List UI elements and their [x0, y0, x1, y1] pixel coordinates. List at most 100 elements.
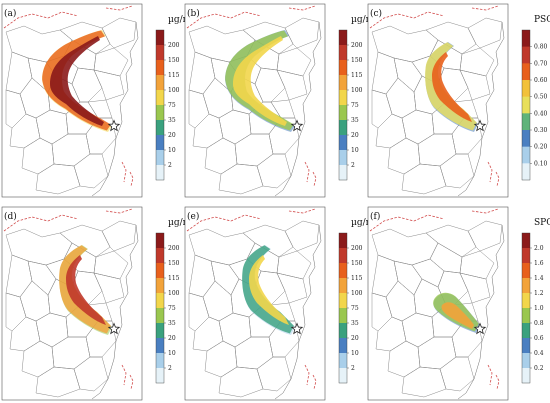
colorbar-tick-label: 200 — [351, 245, 363, 252]
colorbar-segment — [156, 45, 164, 61]
colorbar-segment — [339, 323, 347, 339]
colorbar-segment — [156, 248, 164, 264]
colorbar-segment — [522, 368, 530, 384]
colorbar-segment — [156, 278, 164, 294]
national-border — [369, 11, 445, 29]
panel-label: (b) — [187, 8, 200, 19]
colorbar-segment — [522, 293, 530, 309]
colorbar-segment — [522, 96, 530, 114]
province-boundary — [93, 47, 129, 77]
national-border — [129, 374, 134, 390]
colorbar-title: PSCF — [534, 15, 550, 25]
panel-label: (f) — [370, 211, 380, 222]
colorbar-tick-label: 1.2 — [534, 290, 544, 297]
colorbar-tick-label: 75 — [351, 305, 359, 312]
colorbar-tick-label: 35 — [351, 117, 359, 124]
colorbar-segment — [522, 233, 530, 249]
national-border — [304, 161, 310, 183]
colorbar-segment — [522, 353, 530, 369]
colorbar-segment — [522, 323, 530, 339]
national-border — [312, 171, 317, 187]
national-border — [105, 5, 133, 11]
colorbar-tick-label: 150 — [168, 260, 180, 267]
national-border — [487, 364, 493, 386]
map — [184, 3, 326, 198]
province-boundary — [93, 69, 125, 101]
national-border — [121, 161, 127, 183]
colorbar-tick-label: 115 — [351, 72, 363, 79]
colorbar-segment — [522, 146, 530, 164]
colorbar-segment — [522, 63, 530, 81]
province-boundary — [276, 272, 308, 304]
colorbar-tick-label: 2.0 — [534, 245, 544, 252]
national-border — [288, 208, 316, 214]
colorbar-tick-label: 75 — [351, 102, 359, 109]
colorbar-tick-label: 0.80 — [534, 44, 548, 51]
colorbar-tick-label: 115 — [168, 275, 180, 282]
panel-a: (a)µg/m3200150115100753520102 — [1, 3, 195, 198]
receptor-star-icon — [107, 322, 121, 335]
province-boundary — [467, 17, 503, 49]
map — [367, 3, 509, 198]
national-border — [487, 161, 493, 183]
colorbar-segment — [339, 45, 347, 61]
receptor-star-icon — [290, 322, 304, 335]
province-boundary — [459, 69, 491, 101]
colorbar-tick-label: 75 — [168, 305, 176, 312]
colorbar-segment — [156, 75, 164, 91]
panel-d: (d)µg/m3200150115100753520102 — [1, 206, 195, 401]
colorbar-segment — [339, 120, 347, 136]
national-border — [495, 171, 500, 187]
colorbar-segment — [156, 90, 164, 106]
colorbar-segment — [339, 150, 347, 166]
panel-label: (e) — [187, 211, 199, 222]
colorbar-tick-label: 10 — [168, 147, 176, 154]
colorbar-tick-label: 35 — [168, 117, 176, 124]
colorbar-tick-label: 0.30 — [534, 127, 548, 134]
colorbar-segment — [156, 233, 164, 249]
province-boundary — [93, 250, 129, 280]
colorbar-segment — [156, 105, 164, 121]
coastline — [91, 224, 139, 400]
colorbar-segment — [339, 105, 347, 121]
province-boundary — [284, 220, 320, 252]
colorbar-tick-label: 150 — [351, 260, 363, 267]
colorbar-tick-label: 10 — [168, 350, 176, 357]
colorbar-segment — [156, 60, 164, 76]
colorbar-segment — [339, 30, 347, 46]
colorbar-tick-label: 2 — [168, 162, 172, 169]
colorbar-segment — [522, 163, 530, 181]
receptor-star-icon — [107, 119, 121, 132]
national-border — [495, 374, 500, 390]
colorbar-frame — [521, 29, 531, 181]
panel-label: (d) — [4, 211, 17, 222]
receptor-star-icon — [473, 322, 487, 335]
colorbar-segment — [156, 338, 164, 354]
colorbar-segment — [339, 60, 347, 76]
colorbar-segment — [156, 323, 164, 339]
colorbar-tick-label: 0.8 — [534, 320, 544, 327]
colorbar-segment — [156, 150, 164, 166]
colorbar-segment — [156, 135, 164, 151]
national-border — [121, 364, 127, 386]
source-area-core — [233, 36, 287, 126]
coastline — [457, 224, 505, 400]
colorbar-tick-label: 1.4 — [534, 275, 544, 282]
colorbar-tick-label: 200 — [168, 245, 180, 252]
map — [1, 206, 143, 401]
national-border — [186, 214, 262, 232]
colorbar-segment — [522, 308, 530, 324]
province-boundary — [276, 250, 312, 280]
colorbar-tick-label: 150 — [351, 57, 363, 64]
colorbar-tick-label: 20 — [351, 335, 359, 342]
colorbar-segment — [339, 248, 347, 264]
colorbar-segment — [156, 30, 164, 46]
panel-label: (a) — [4, 8, 16, 19]
colorbar-tick-label: 0.70 — [534, 60, 548, 67]
colorbar-segment — [522, 278, 530, 294]
colorbar-segment — [156, 165, 164, 181]
source-area-core — [441, 302, 474, 329]
national-border — [471, 5, 499, 11]
province-boundary — [101, 17, 137, 49]
